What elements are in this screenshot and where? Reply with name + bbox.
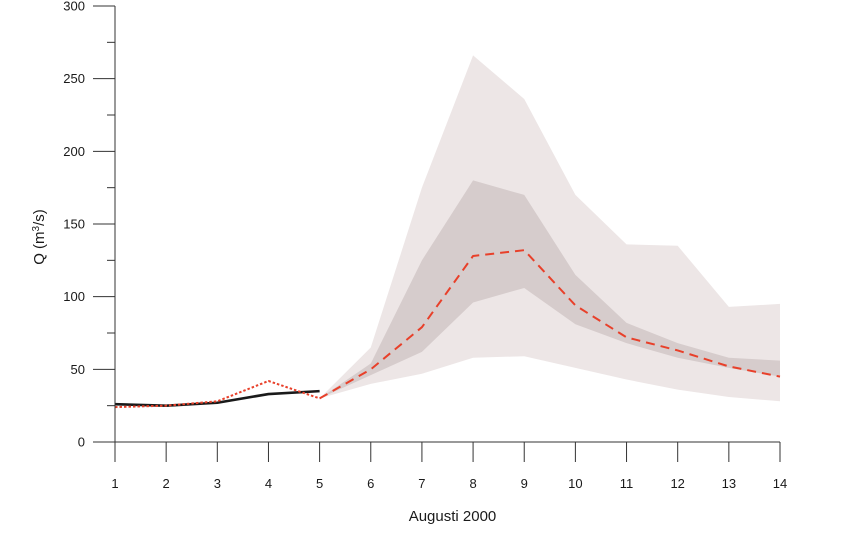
y-axis-label-base: Q (m: [31, 231, 48, 264]
x-tick-label: 8: [469, 476, 476, 491]
y-tick-label: 100: [63, 289, 85, 304]
x-tick-label: 6: [367, 476, 374, 491]
x-tick-label: 11: [620, 476, 634, 491]
x-tick-label: 12: [670, 476, 684, 491]
series-line-1-solid: [114, 389, 320, 407]
y-ticks: 0 50 100 150 200 250 300: [63, 0, 115, 450]
y-axis-label-sup: 3: [31, 225, 42, 231]
x-tick-label: 1: [111, 476, 118, 491]
x-ticks: 1 2 3 4 5 6 7 8 9 10 11 12 13 14: [111, 442, 787, 491]
x-tick-label: 5: [316, 476, 323, 491]
series-line-2-dotted: [114, 379, 320, 409]
x-tick-label: 9: [521, 476, 528, 491]
x-axis-label: Augusti 2000: [409, 508, 497, 525]
y-tick-label: 200: [63, 144, 85, 159]
x-tick-label: 3: [214, 476, 221, 491]
y-tick-label: 0: [78, 435, 85, 450]
series-lines: [114, 249, 781, 409]
uncertainty-band-2: [319, 180, 780, 399]
x-tick-label: 13: [722, 476, 736, 491]
x-tick-label: 7: [418, 476, 425, 491]
y-tick-label: 150: [63, 217, 85, 232]
y-axis-label: Q (m3/s): [31, 209, 49, 265]
y-axis-label-tail: /s): [31, 209, 48, 226]
y-tick-label: 250: [63, 71, 85, 86]
y-tick-label: 300: [63, 0, 85, 14]
x-tick-label: 2: [163, 476, 170, 491]
series-line-3-dashed: [319, 249, 781, 400]
y-tick-label: 50: [71, 362, 85, 377]
x-tick-label: 10: [568, 476, 582, 491]
x-tick-label: 14: [773, 476, 787, 491]
uncertainty-bands: [319, 55, 780, 402]
x-tick-label: 4: [265, 476, 272, 491]
